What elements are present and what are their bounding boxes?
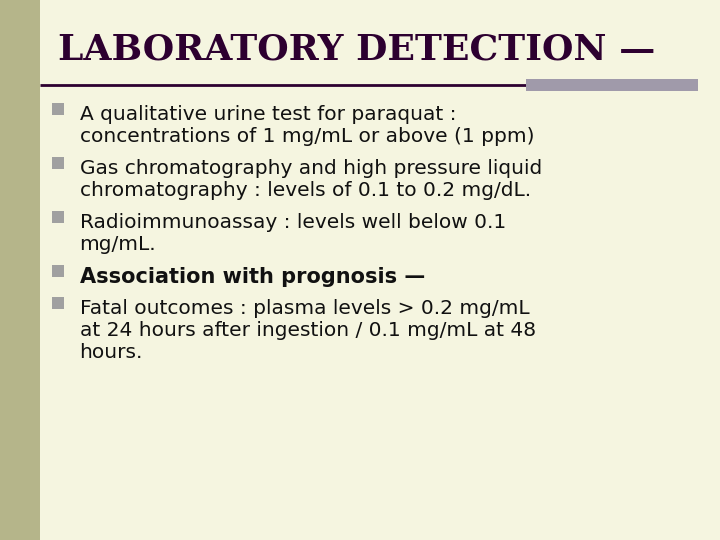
Text: at 24 hours after ingestion / 0.1 mg/mL at 48: at 24 hours after ingestion / 0.1 mg/mL … <box>80 321 536 340</box>
Text: Fatal outcomes : plasma levels > 0.2 mg/mL: Fatal outcomes : plasma levels > 0.2 mg/… <box>80 299 529 318</box>
Bar <box>52 103 63 115</box>
Text: Association with prognosis —: Association with prognosis — <box>80 267 425 287</box>
Bar <box>52 297 63 309</box>
Bar <box>52 265 63 277</box>
Text: Gas chromatography and high pressure liquid: Gas chromatography and high pressure liq… <box>80 159 542 178</box>
Bar <box>526 79 698 91</box>
Text: chromatography : levels of 0.1 to 0.2 mg/dL.: chromatography : levels of 0.1 to 0.2 mg… <box>80 181 531 200</box>
Text: mg/mL.: mg/mL. <box>80 235 156 254</box>
Text: Radioimmunoassay : levels well below 0.1: Radioimmunoassay : levels well below 0.1 <box>80 213 506 232</box>
Text: hours.: hours. <box>80 343 143 362</box>
Bar <box>0 0 40 540</box>
Text: LABORATORY DETECTION —: LABORATORY DETECTION — <box>58 33 655 67</box>
Bar <box>52 211 63 223</box>
Bar <box>52 157 63 169</box>
Text: A qualitative urine test for paraquat :: A qualitative urine test for paraquat : <box>80 105 456 124</box>
Text: concentrations of 1 mg/mL or above (1 ppm): concentrations of 1 mg/mL or above (1 pp… <box>80 127 534 146</box>
